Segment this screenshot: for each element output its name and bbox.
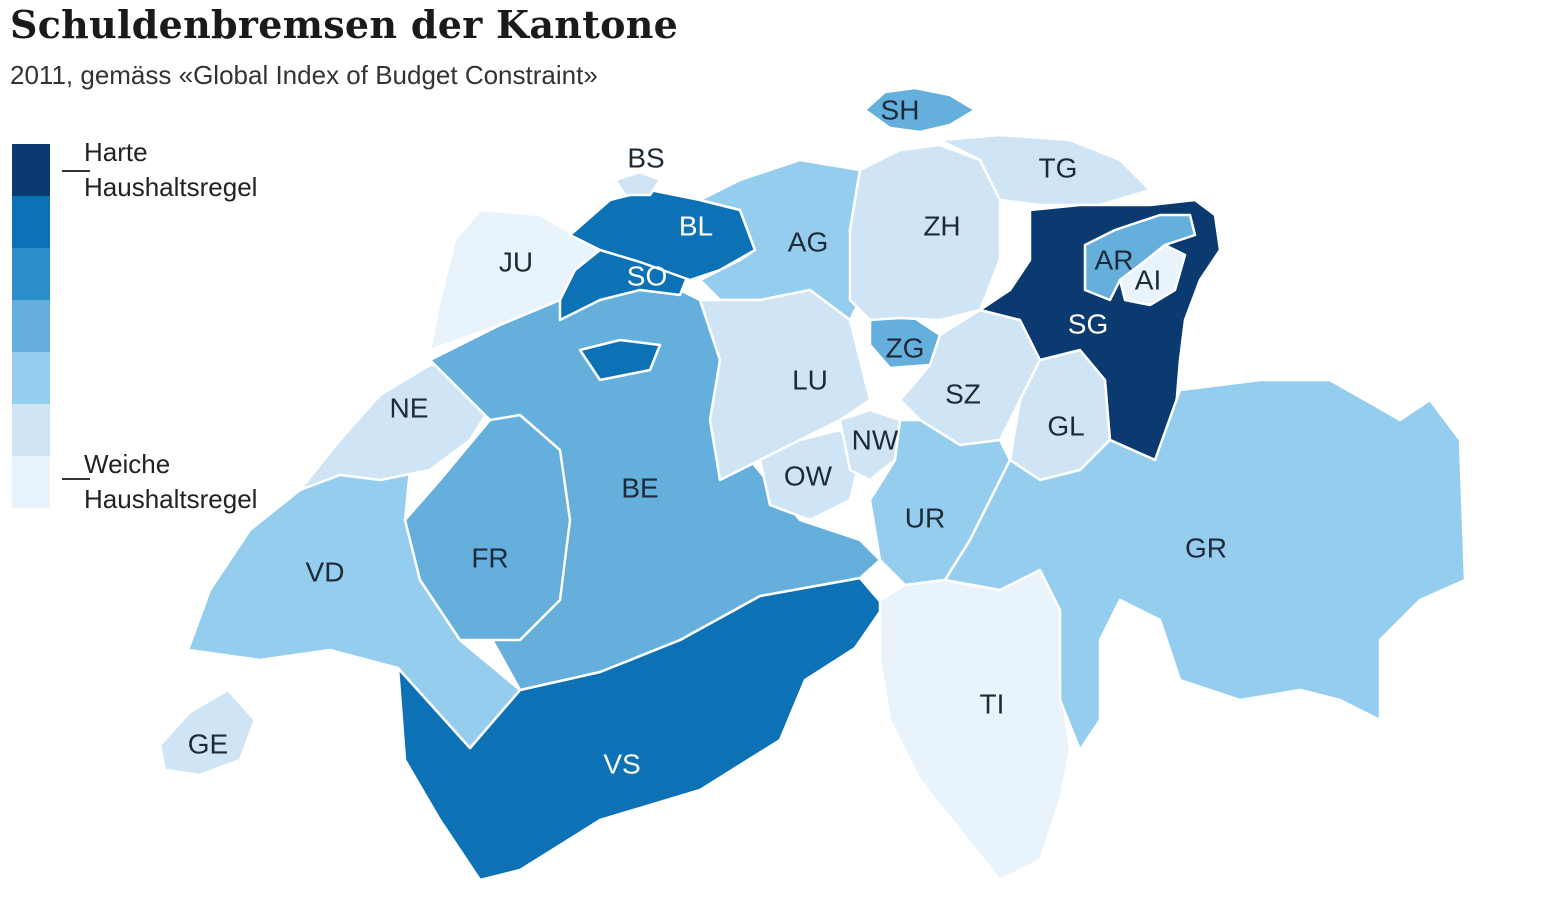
- canton-FR-region[interactable]: [403, 413, 572, 642]
- canton-label-LU: LU: [792, 364, 828, 395]
- canton-label-BL: BL: [679, 210, 713, 241]
- canton-label-ZH: ZH: [923, 210, 960, 241]
- canton-SH-region[interactable]: [863, 86, 977, 134]
- legend-label-haushaltsregel-bottom: Haushaltsregel: [84, 484, 258, 514]
- canton-AI-region[interactable]: [1118, 243, 1187, 307]
- canton-label-FR: FR: [471, 542, 508, 573]
- legend: Harte Haushaltsregel Weiche Haushaltsreg…: [12, 137, 312, 514]
- canton-TG-region[interactable]: [938, 133, 1152, 207]
- canton-label-SO: SO: [627, 260, 667, 291]
- canton-label-JU: JU: [499, 246, 533, 277]
- legend-swatch-1: [12, 144, 50, 196]
- canton-label-NE: NE: [390, 392, 429, 423]
- canton-BS-region[interactable]: [613, 170, 662, 197]
- legend-swatch-5: [12, 352, 50, 404]
- canton-label-NW: NW: [852, 424, 899, 455]
- canton-label-VS: VS: [603, 748, 640, 779]
- legend-swatch-4: [12, 300, 50, 352]
- map-subtitle: 2011, gemäss «Global Index of Budget Con…: [10, 60, 598, 90]
- canton-label-BE: BE: [621, 472, 658, 503]
- canton-label-AG: AG: [788, 226, 828, 257]
- canton-label-SH: SH: [881, 94, 920, 125]
- canton-label-GE: GE: [188, 728, 228, 759]
- legend-label-weiche: Weiche: [84, 449, 171, 479]
- legend-swatch-3: [12, 248, 50, 300]
- canton-GR-region[interactable]: [943, 378, 1467, 752]
- legend-swatch-2: [12, 196, 50, 248]
- canton-label-GR: GR: [1185, 532, 1227, 563]
- canton-label-AR: AR: [1095, 244, 1134, 275]
- canton-label-TI: TI: [980, 688, 1005, 719]
- canton-OW-region[interactable]: [758, 428, 862, 522]
- canton-label-SG: SG: [1068, 308, 1108, 339]
- canton-TI-region[interactable]: [878, 568, 1072, 882]
- legend-tick-top: [62, 170, 90, 172]
- canton-label-BS: BS: [627, 142, 664, 173]
- canton-label-ZG: ZG: [886, 332, 925, 363]
- canton-label-GL: GL: [1047, 410, 1084, 441]
- legend-swatch-7: [12, 456, 50, 508]
- canton-label-OW: OW: [784, 460, 833, 491]
- canton-label-TG: TG: [1039, 152, 1078, 183]
- canton-label-SZ: SZ: [945, 378, 981, 409]
- map-title: Schuldenbremsen der Kantone: [10, 2, 679, 47]
- canton-label-UR: UR: [905, 502, 945, 533]
- legend-tick-bottom: [62, 478, 90, 480]
- canton-GE-region[interactable]: [158, 688, 257, 777]
- canton-label-VD: VD: [306, 556, 345, 587]
- legend-swatch-6: [12, 404, 50, 456]
- canton-label-AI: AI: [1135, 264, 1161, 295]
- legend-label-haushaltsregel-top: Haushaltsregel: [84, 172, 258, 202]
- legend-label-harte: Harte: [84, 137, 148, 167]
